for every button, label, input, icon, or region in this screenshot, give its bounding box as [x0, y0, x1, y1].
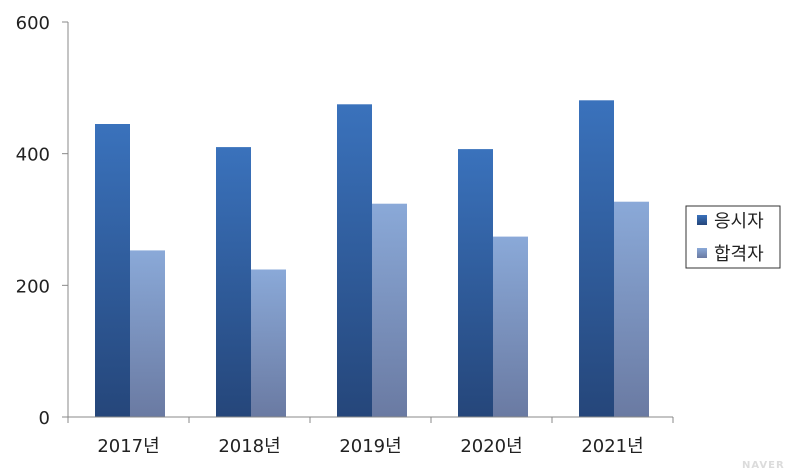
legend-label-series-1: 응시자 [714, 211, 764, 232]
y-tick-label: 200 [16, 276, 50, 297]
bar-series-1-2019년 [337, 104, 372, 418]
bar-series-2-2017년 [130, 250, 165, 417]
x-axis-tick-labels: 2017년 2018년 2019년 2020년 2021년 [97, 436, 643, 457]
axes [62, 21, 674, 423]
bar-series-1-2017년 [95, 124, 130, 417]
bar-series-1-2020년 [458, 149, 493, 417]
x-tick-label: 2019년 [339, 436, 401, 457]
x-tick-label: 2017년 [97, 436, 159, 457]
y-tick-label: 400 [16, 145, 50, 166]
y-tick-label: 600 [16, 13, 50, 34]
y-axis-tick-labels: 0 200 400 600 [16, 13, 50, 429]
x-tick-label: 2020년 [460, 436, 522, 457]
legend-label-series-2: 합격자 [714, 244, 764, 265]
bar-series-2-2020년 [493, 236, 528, 417]
y-tick-label: 0 [39, 408, 50, 429]
bars [95, 100, 649, 418]
legend: 응시자 합격자 [685, 205, 781, 269]
bar-series-2-2021년 [614, 201, 649, 417]
bar-series-2-2018년 [251, 269, 286, 417]
x-tick-label: 2021년 [581, 436, 643, 457]
legend-swatch-series-1 [697, 215, 707, 225]
bar-series-1-2018년 [216, 147, 251, 417]
watermark-text: NAVER [742, 460, 785, 471]
x-tick-label: 2018년 [218, 436, 280, 457]
bar-series-1-2021년 [579, 100, 614, 418]
legend-swatch-series-2 [697, 248, 707, 258]
bar-series-2-2019년 [372, 203, 407, 417]
